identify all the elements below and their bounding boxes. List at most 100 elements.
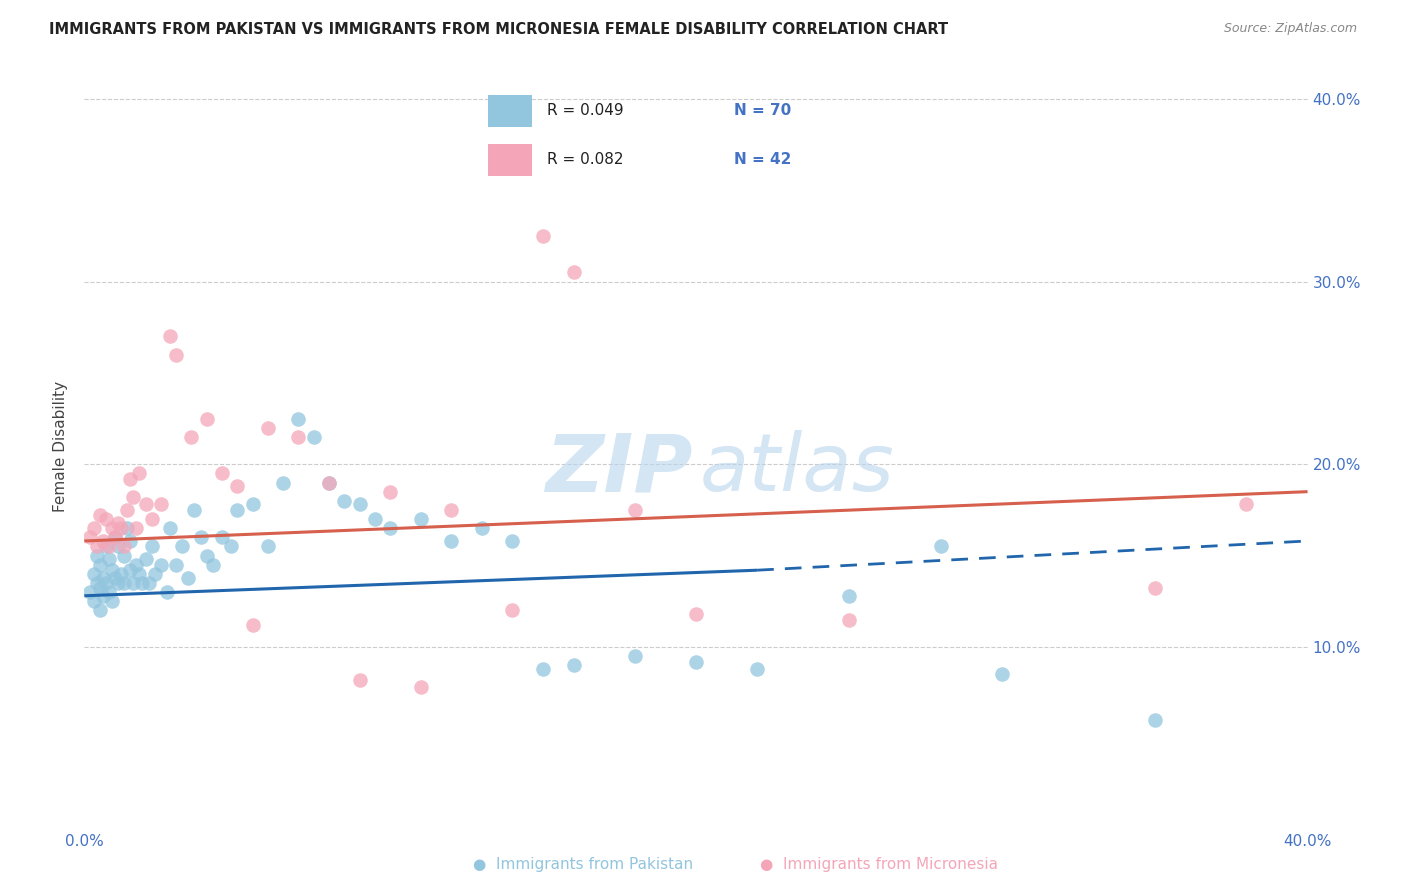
Point (159, 329, 181, 343)
Point (135, 552, 157, 566)
Point (91, 589, 114, 603)
Point (257, 421, 280, 435)
Point (112, 540, 135, 554)
Point (91, 570, 114, 584)
Point (128, 566, 150, 581)
Point (318, 475, 340, 490)
Point (364, 512, 387, 526)
Point (562, 658, 585, 673)
Point (165, 348, 187, 362)
Point (685, 655, 707, 669)
Point (183, 503, 205, 517)
Point (302, 430, 325, 444)
Point (195, 411, 218, 425)
Point (107, 540, 129, 554)
Point (349, 498, 371, 512)
Point (201, 558, 224, 572)
Text: ZIP: ZIP (546, 430, 692, 508)
Point (1143, 713, 1166, 727)
Point (1143, 582, 1166, 596)
Point (624, 503, 647, 517)
Point (156, 585, 179, 599)
Point (86, 576, 108, 591)
Point (165, 558, 187, 572)
Point (86, 540, 108, 554)
Point (287, 411, 309, 425)
Point (125, 521, 148, 535)
Point (104, 530, 127, 544)
Point (120, 472, 142, 486)
Point (94, 540, 117, 554)
Point (110, 521, 132, 535)
Point (97, 552, 120, 566)
Point (89, 558, 111, 572)
Point (115, 521, 138, 535)
Point (131, 576, 153, 591)
Point (211, 467, 233, 481)
Point (149, 498, 172, 512)
Point (101, 594, 124, 608)
Point (104, 570, 127, 584)
Point (149, 558, 172, 572)
Point (531, 662, 554, 676)
Point (83, 566, 105, 581)
Point (122, 576, 145, 591)
Text: ●  Immigrants from Micronesia: ● Immigrants from Micronesia (759, 857, 998, 872)
Point (94, 512, 117, 526)
Point (226, 479, 249, 493)
Text: atlas: atlas (700, 430, 894, 508)
Point (101, 563, 124, 577)
Point (226, 503, 249, 517)
Point (97, 540, 120, 554)
Point (318, 475, 340, 490)
Point (929, 540, 952, 554)
Point (89, 508, 111, 523)
Point (219, 540, 242, 554)
Point (104, 530, 127, 544)
Point (502, 533, 524, 548)
Point (685, 607, 707, 621)
Point (89, 582, 111, 596)
Point (141, 512, 163, 526)
Point (409, 680, 432, 694)
Point (471, 521, 494, 535)
Point (287, 430, 309, 444)
Point (107, 576, 129, 591)
Point (502, 603, 524, 617)
Point (89, 603, 111, 617)
Point (86, 549, 108, 563)
Text: ●  Immigrants from Pakistan: ● Immigrants from Pakistan (474, 857, 693, 872)
Point (83, 594, 105, 608)
Point (128, 467, 150, 481)
Point (333, 493, 356, 508)
Point (242, 498, 264, 512)
Y-axis label: Female Disability: Female Disability (53, 380, 69, 512)
Point (380, 484, 402, 499)
Point (101, 521, 124, 535)
Point (112, 549, 135, 563)
Point (747, 662, 769, 676)
Point (115, 503, 138, 517)
Point (624, 648, 647, 663)
Point (440, 503, 463, 517)
Point (177, 570, 200, 584)
Text: Source: ZipAtlas.com: Source: ZipAtlas.com (1223, 22, 1357, 36)
Text: IMMIGRANTS FROM PAKISTAN VS IMMIGRANTS FROM MICRONESIA FEMALE DISABILITY CORRELA: IMMIGRANTS FROM PAKISTAN VS IMMIGRANTS F… (49, 22, 948, 37)
Point (79, 585, 101, 599)
Point (143, 566, 166, 581)
Point (135, 498, 157, 512)
Point (271, 475, 294, 490)
Point (120, 533, 142, 548)
Point (159, 521, 181, 535)
Point (125, 558, 148, 572)
Point (257, 540, 280, 554)
Point (440, 533, 463, 548)
Point (380, 521, 402, 535)
Point (838, 589, 860, 603)
Point (211, 530, 233, 544)
Point (190, 530, 212, 544)
Point (112, 576, 135, 591)
Point (242, 618, 264, 632)
Point (172, 540, 194, 554)
Point (141, 540, 163, 554)
